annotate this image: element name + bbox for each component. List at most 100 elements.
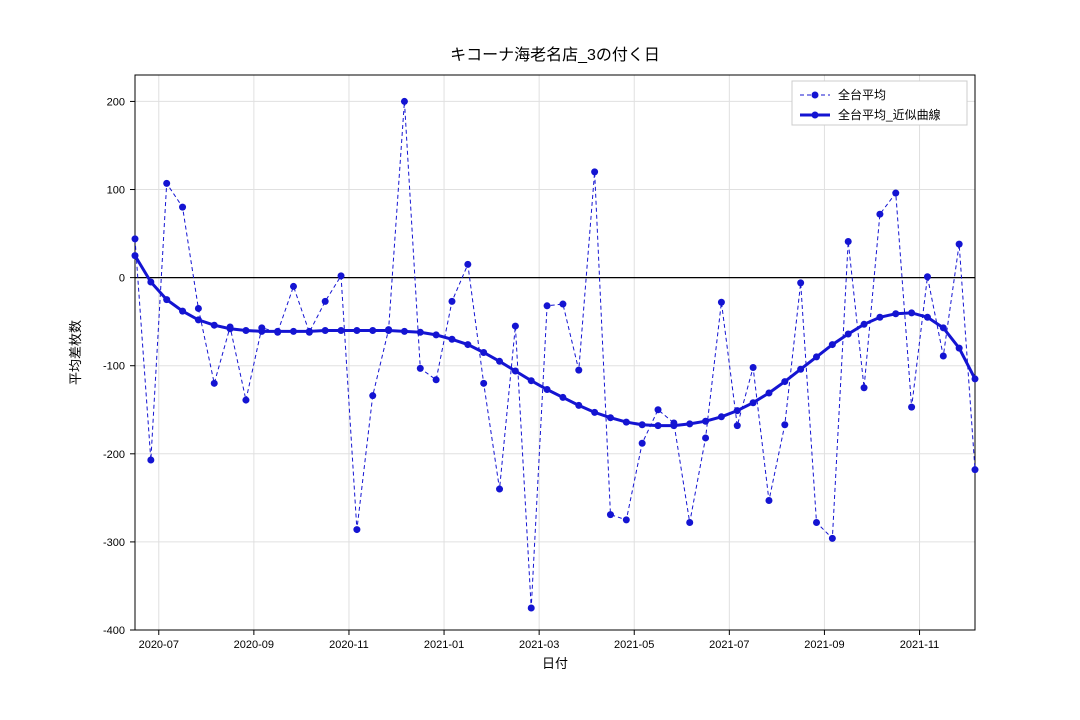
y-axis-label: 平均差枚数 (68, 320, 83, 385)
series-marker (940, 324, 947, 331)
series-marker (940, 353, 947, 360)
series-marker (750, 399, 757, 406)
series-marker (179, 204, 186, 211)
series-marker (369, 327, 376, 334)
series-marker (480, 349, 487, 356)
y-tick-label: 100 (107, 185, 125, 197)
series-marker (718, 413, 725, 420)
series-marker (338, 327, 345, 334)
series-marker (417, 365, 424, 372)
x-tick-label: 2020-09 (234, 639, 274, 651)
series-marker (861, 384, 868, 391)
series-marker (781, 378, 788, 385)
series-marker (258, 328, 265, 335)
series-marker (242, 397, 249, 404)
series-marker (512, 323, 519, 330)
series-marker (876, 211, 883, 218)
y-tick-label: -400 (103, 625, 125, 637)
series-marker (211, 322, 218, 329)
series-marker (417, 329, 424, 336)
x-tick-label: 2020-11 (329, 639, 369, 651)
series-marker (464, 341, 471, 348)
series-marker (956, 345, 963, 352)
series-marker (861, 321, 868, 328)
series-marker (876, 314, 883, 321)
series-marker (607, 414, 614, 421)
series-marker (670, 422, 677, 429)
series-marker (385, 327, 392, 334)
series-marker (607, 511, 614, 518)
series-marker (797, 366, 804, 373)
series-marker (892, 190, 899, 197)
series-marker (528, 377, 535, 384)
x-tick-label: 2021-07 (709, 639, 749, 651)
series-marker (306, 328, 313, 335)
x-tick-label: 2021-01 (424, 639, 464, 651)
series-marker (464, 261, 471, 268)
series-marker (559, 301, 566, 308)
series-marker (718, 299, 725, 306)
series-marker (496, 358, 503, 365)
series-marker (575, 367, 582, 374)
series-marker (702, 418, 709, 425)
series-marker (924, 273, 931, 280)
series-marker (163, 180, 170, 187)
series-marker (401, 98, 408, 105)
series-marker (290, 328, 297, 335)
series-marker (924, 314, 931, 321)
x-tick-label: 2020-07 (139, 639, 179, 651)
series-marker (892, 310, 899, 317)
y-tick-label: -300 (103, 537, 125, 549)
series-marker (480, 380, 487, 387)
series-marker (179, 308, 186, 315)
series-marker (829, 535, 836, 542)
series-marker (591, 168, 598, 175)
series-marker (734, 407, 741, 414)
series-marker (227, 325, 234, 332)
series-marker (623, 516, 630, 523)
series-marker (908, 309, 915, 316)
y-tick-label: -100 (103, 361, 125, 373)
series-marker (765, 497, 772, 504)
chart-title: キコーナ海老名店_3の付く日 (450, 46, 660, 64)
y-tick-label: 0 (119, 273, 125, 285)
series-marker (639, 421, 646, 428)
series-marker (401, 328, 408, 335)
series-marker (163, 296, 170, 303)
series-marker (338, 272, 345, 279)
x-tick-label: 2021-05 (614, 639, 654, 651)
legend-item-label: 全台平均 (838, 87, 886, 102)
series-marker (781, 421, 788, 428)
series-marker (274, 328, 281, 335)
series-marker (956, 241, 963, 248)
series-marker (147, 456, 154, 463)
series-marker (972, 375, 979, 382)
series-marker (195, 305, 202, 312)
series-marker (322, 327, 329, 334)
x-tick-label: 2021-11 (900, 639, 940, 651)
series-marker (686, 519, 693, 526)
series-marker (686, 420, 693, 427)
series-marker (559, 394, 566, 401)
legend-item-label: 全台平均_近似曲線 (838, 107, 941, 122)
series-marker (369, 392, 376, 399)
series-marker (591, 409, 598, 416)
series-marker (132, 235, 139, 242)
series-marker (845, 238, 852, 245)
series-marker (512, 368, 519, 375)
series-marker (448, 336, 455, 343)
series-marker (639, 440, 646, 447)
series-marker (829, 341, 836, 348)
series-marker (433, 376, 440, 383)
series-marker (147, 279, 154, 286)
series-marker (655, 422, 662, 429)
series-marker (813, 353, 820, 360)
x-tick-label: 2021-03 (519, 639, 559, 651)
series-marker (765, 390, 772, 397)
series-marker (195, 316, 202, 323)
series-marker (528, 604, 535, 611)
x-tick-label: 2021-09 (804, 639, 844, 651)
series-marker (433, 331, 440, 338)
series-marker (575, 402, 582, 409)
series-marker (290, 283, 297, 290)
